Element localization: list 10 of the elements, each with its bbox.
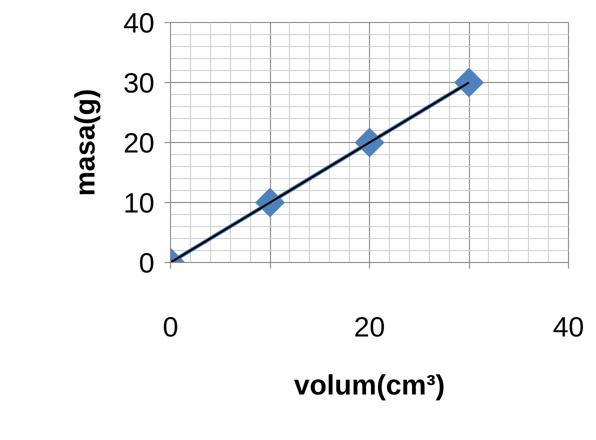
y-tick-label: 30: [123, 68, 155, 98]
x-tick-label: 20: [354, 312, 386, 342]
x-axis-title: volum(cm³): [294, 370, 445, 400]
y-tick-label: 10: [123, 188, 155, 218]
x-tick-label: 0: [162, 312, 178, 342]
y-tick-label: 0: [138, 248, 155, 278]
y-axis-title: masa(g): [69, 88, 100, 196]
x-tick-label: 40: [552, 312, 584, 342]
y-tick-label: 20: [123, 128, 155, 158]
y-tick-label: 40: [123, 8, 155, 38]
